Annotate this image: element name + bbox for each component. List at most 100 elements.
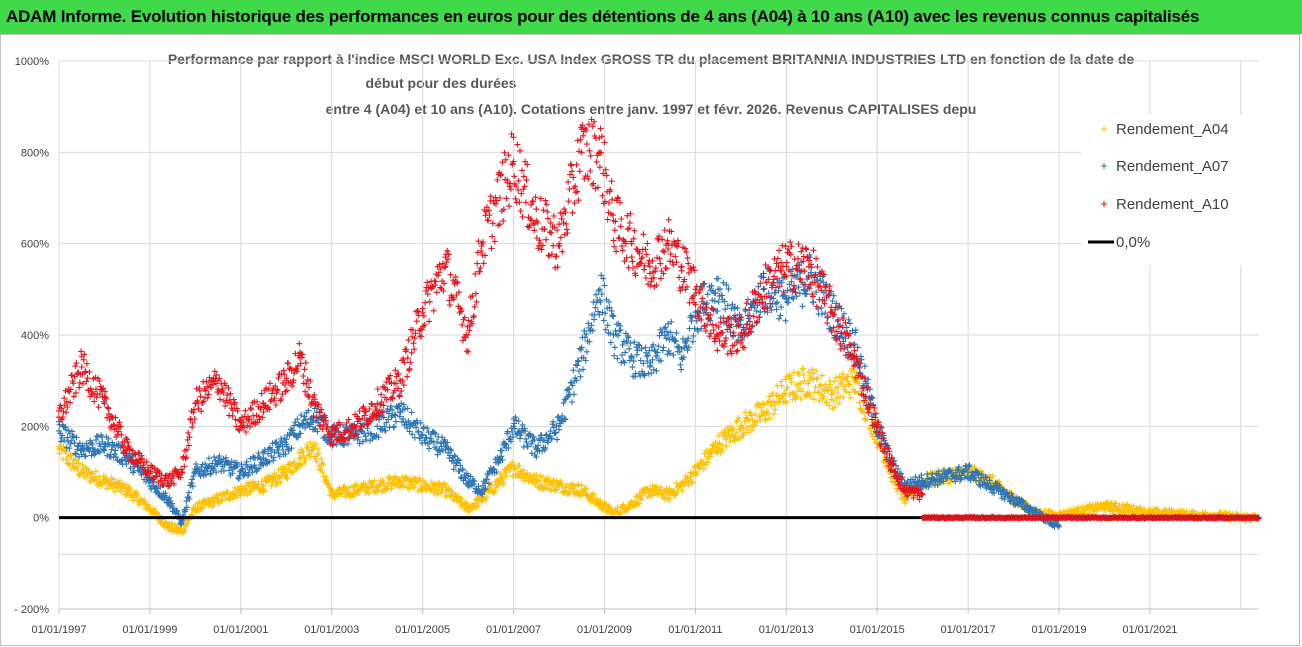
scatter-mark <box>629 258 636 265</box>
scatter-mark <box>563 220 570 227</box>
scatter-mark <box>213 372 220 379</box>
scatter-mark <box>735 322 742 328</box>
scatter-mark <box>646 347 653 354</box>
scatter-mark <box>1056 509 1063 516</box>
scatter-mark <box>362 433 369 440</box>
scatter-mark <box>210 503 217 510</box>
scatter-mark <box>590 180 597 187</box>
scatter-mark <box>426 318 433 325</box>
scatter-mark <box>734 417 741 424</box>
scatter-mark <box>644 358 651 365</box>
scatter-mark <box>510 134 517 141</box>
scatter-mark <box>407 359 414 366</box>
scatter-mark <box>291 458 298 465</box>
scatter-mark <box>583 348 590 355</box>
scatter-mark <box>382 427 389 434</box>
scatter-mark <box>646 270 653 277</box>
scatter-mark <box>915 479 922 486</box>
scatter-mark <box>819 311 825 317</box>
scatter-mark <box>314 428 321 435</box>
scatter-mark <box>67 440 74 447</box>
scatter-mark <box>291 422 298 429</box>
scatter-mark <box>395 370 402 377</box>
scatter-mark <box>840 338 847 345</box>
scatter-mark <box>657 275 664 282</box>
scatter-mark <box>535 478 542 485</box>
scatter-mark <box>66 445 73 452</box>
scatter-mark <box>654 349 661 356</box>
scatter-mark <box>798 380 805 386</box>
scatter-mark <box>88 452 95 459</box>
scatter-mark <box>570 367 577 374</box>
scatter-mark <box>935 468 942 475</box>
scatter-mark <box>95 375 101 382</box>
scatter-mark <box>453 292 460 298</box>
scatter-mark <box>480 239 486 245</box>
scatter-mark <box>536 237 543 244</box>
scatter-mark <box>400 415 407 422</box>
scatter-mark <box>763 408 770 414</box>
scatter-mark <box>180 529 186 536</box>
scatter-mark <box>676 274 683 281</box>
scatter-mark <box>456 457 462 464</box>
scatter-mark <box>445 485 452 492</box>
scatter-mark <box>745 296 751 303</box>
scatter-mark <box>363 436 370 443</box>
scatter-mark <box>244 491 251 498</box>
scatter-mark <box>839 371 846 378</box>
scatter-mark <box>556 221 562 228</box>
scatter-mark <box>649 482 656 489</box>
scatter-mark <box>617 322 623 329</box>
scatter-mark <box>572 361 579 368</box>
scatter-mark <box>587 494 594 500</box>
scatter-mark <box>812 271 819 278</box>
scatter-mark <box>832 332 838 339</box>
scatter-mark <box>552 429 559 436</box>
scatter-mark <box>626 219 633 226</box>
scatter-mark <box>602 501 609 508</box>
scatter-mark <box>415 428 422 435</box>
scatter-mark <box>207 471 214 478</box>
scatter-mark <box>896 482 903 488</box>
scatter-mark <box>690 264 697 270</box>
scatter-mark <box>998 495 1005 502</box>
scatter-mark <box>652 483 659 490</box>
scatter-mark <box>378 399 385 405</box>
scatter-mark <box>412 330 419 337</box>
scatter-mark <box>801 378 808 385</box>
scatter-mark <box>598 291 605 297</box>
scatter-mark <box>115 428 122 435</box>
scatter-mark <box>420 424 427 431</box>
scatter-mark <box>768 402 775 409</box>
scatter-mark <box>469 506 475 513</box>
scatter-mark <box>820 272 827 278</box>
scatter-mark <box>89 470 96 477</box>
scatter-mark <box>798 248 805 255</box>
scatter-mark <box>807 269 814 276</box>
scatter-mark <box>884 442 891 449</box>
scatter-mark <box>432 282 438 289</box>
scatter-mark <box>725 315 732 322</box>
scatter-mark <box>608 178 615 185</box>
scatter-mark <box>677 361 684 368</box>
scatter-mark <box>940 478 947 485</box>
scatter-mark <box>856 380 862 387</box>
scatter-mark <box>692 301 699 308</box>
scatter-mark <box>345 416 352 423</box>
scatter-mark <box>115 481 122 488</box>
scatter-mark <box>424 425 431 432</box>
scatter-mark <box>752 289 759 296</box>
scatter-mark <box>788 243 795 250</box>
scatter-mark <box>448 486 455 493</box>
scatter-mark <box>715 333 722 340</box>
scatter-mark <box>806 369 812 376</box>
scatter-mark <box>647 282 654 289</box>
scatter-mark <box>519 213 526 220</box>
scatter-mark <box>102 473 109 480</box>
scatter-mark <box>315 446 322 453</box>
scatter-mark <box>1074 505 1081 512</box>
scatter-mark <box>258 390 265 397</box>
chart-title-line-2: début pour des durées <box>366 75 517 91</box>
scatter-mark <box>715 275 722 282</box>
scatter-mark <box>380 414 387 421</box>
